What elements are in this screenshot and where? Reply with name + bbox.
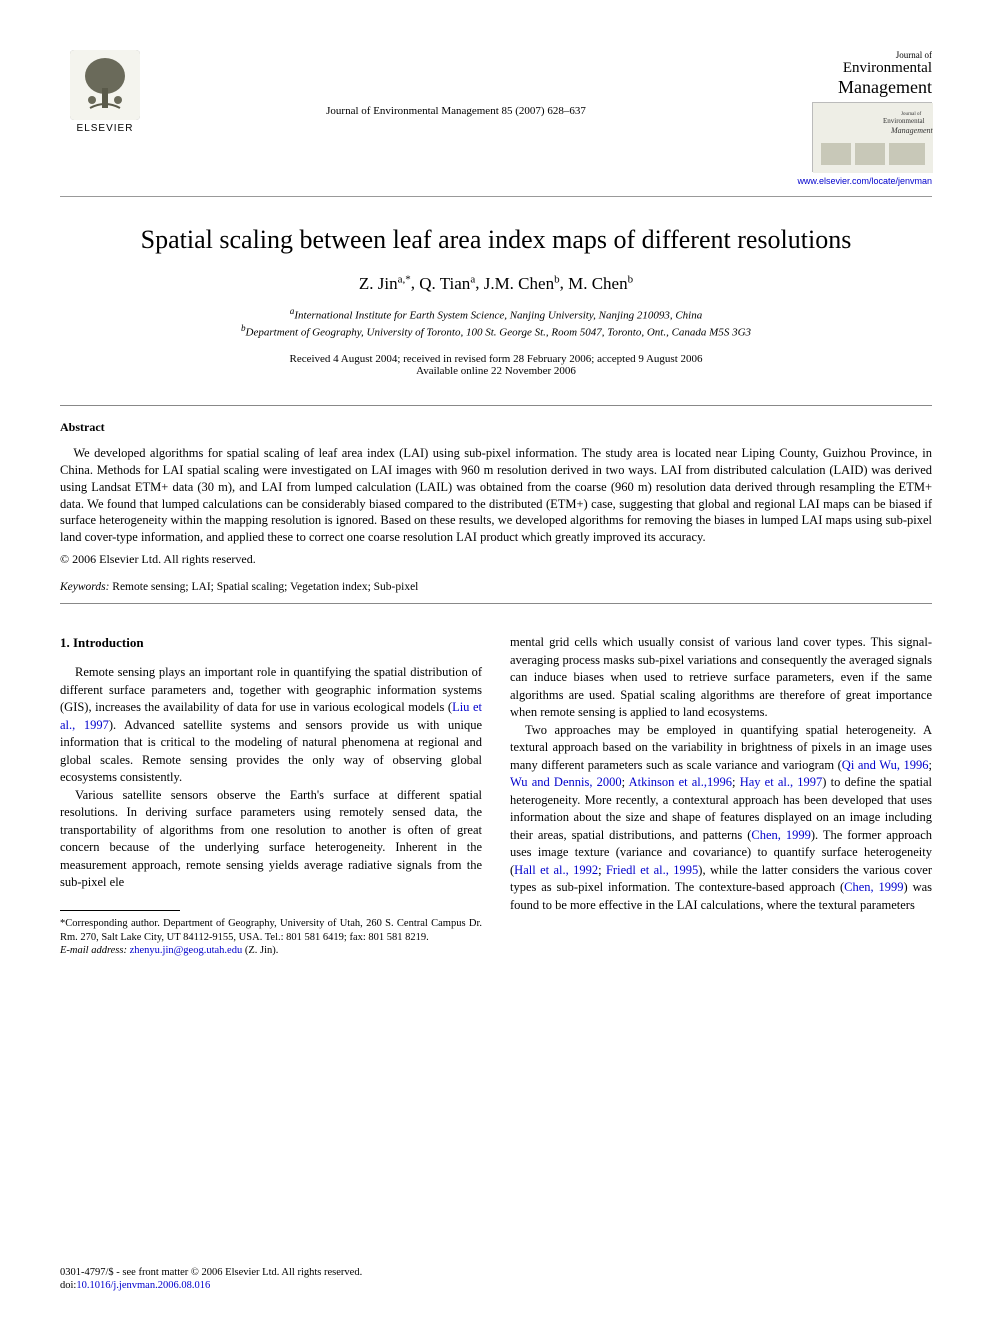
body-columns: 1. Introduction Remote sensing plays an … [60,634,932,958]
left-column: 1. Introduction Remote sensing plays an … [60,634,482,958]
corresponding-author-footnote: *Corresponding author. Department of Geo… [60,917,482,958]
abstract-copyright: © 2006 Elsevier Ltd. All rights reserved… [60,552,932,567]
affiliation-b: bDepartment of Geography, University of … [60,323,932,339]
journal-name-2: Management [762,77,932,98]
affiliation-a: aInternational Institute for Earth Syste… [60,306,932,322]
page-footer: 0301-4797/$ - see front matter © 2006 El… [60,1266,362,1293]
page-header: ELSEVIER Journal of Environmental Manage… [60,50,932,197]
intro-para-2-cont: mental grid cells which usually consist … [510,634,932,722]
elsevier-tree-icon [70,50,140,120]
divider-2 [60,603,932,604]
received-dates: Received 4 August 2004; received in revi… [60,353,932,365]
intro-para-1: Remote sensing plays an important role i… [60,664,482,787]
abstract-heading: Abstract [60,420,932,435]
journal-cover-thumbnail: Journal of Environmental Management [812,102,932,172]
email-link[interactable]: zhenyu.jin@geog.utah.edu [130,945,243,956]
citation-chen-1999b[interactable]: Chen, 1999 [844,880,903,894]
keywords-label: Keywords: [60,581,109,593]
author-2: Q. Tiana [419,274,475,293]
publisher-name: ELSEVIER [77,123,134,134]
corr-author-text: *Corresponding author. Department of Geo… [60,917,482,944]
online-date: Available online 22 November 2006 [60,365,932,377]
front-matter-line: 0301-4797/$ - see front matter © 2006 El… [60,1266,362,1280]
citation-qi-wu-1996[interactable]: Qi and Wu, 1996 [842,758,929,772]
svg-text:Environmental: Environmental [883,117,925,125]
article-dates: Received 4 August 2004; received in revi… [60,353,932,377]
intro-para-2: Various satellite sensors observe the Ea… [60,787,482,892]
author-4: M. Chenb [568,274,633,293]
footnote-rule [60,910,180,911]
abstract-text: We developed algorithms for spatial scal… [60,445,932,546]
journal-branding: Journal of Environmental Management Jour… [762,50,932,186]
keywords-text: Remote sensing; LAI; Spatial scaling; Ve… [112,581,418,593]
header-citation: Journal of Environmental Management 85 (… [150,50,762,117]
right-column: mental grid cells which usually consist … [510,634,932,958]
author-3: J.M. Chenb [484,274,560,293]
journal-prefix: Journal of [762,50,932,60]
divider [60,405,932,406]
author-1: Z. Jina,* [359,274,411,293]
corr-email: E-mail address: zhenyu.jin@geog.utah.edu… [60,944,482,958]
journal-name-1: Environmental [762,60,932,77]
svg-text:Management: Management [890,126,933,135]
keywords: Keywords: Remote sensing; LAI; Spatial s… [60,581,932,593]
citation-chen-1999a[interactable]: Chen, 1999 [751,828,810,842]
author-list: Z. Jina,*, Q. Tiana, J.M. Chenb, M. Chen… [60,273,932,294]
citation-wu-dennis-2000[interactable]: Wu and Dennis, 2000 [510,775,622,789]
citation-hall-1992[interactable]: Hall et al., 1992 [514,863,598,877]
citation-hay-1997[interactable]: Hay et al., 1997 [740,775,823,789]
journal-url-link[interactable]: www.elsevier.com/locate/jenvman [762,176,932,186]
publisher-logo: ELSEVIER [60,50,150,134]
doi-link[interactable]: 10.1016/j.jenvman.2006.08.016 [76,1280,210,1291]
article-title: Spatial scaling between leaf area index … [60,225,932,255]
doi-line: doi:10.1016/j.jenvman.2006.08.016 [60,1279,362,1293]
citation-friedl-1995[interactable]: Friedl et al., 1995 [606,863,698,877]
intro-para-3: Two approaches may be employed in quanti… [510,722,932,915]
affiliations: aInternational Institute for Earth Syste… [60,306,932,339]
citation-atkinson-1996[interactable]: Atkinson et al.,1996 [629,775,732,789]
section-1-heading: 1. Introduction [60,634,482,652]
